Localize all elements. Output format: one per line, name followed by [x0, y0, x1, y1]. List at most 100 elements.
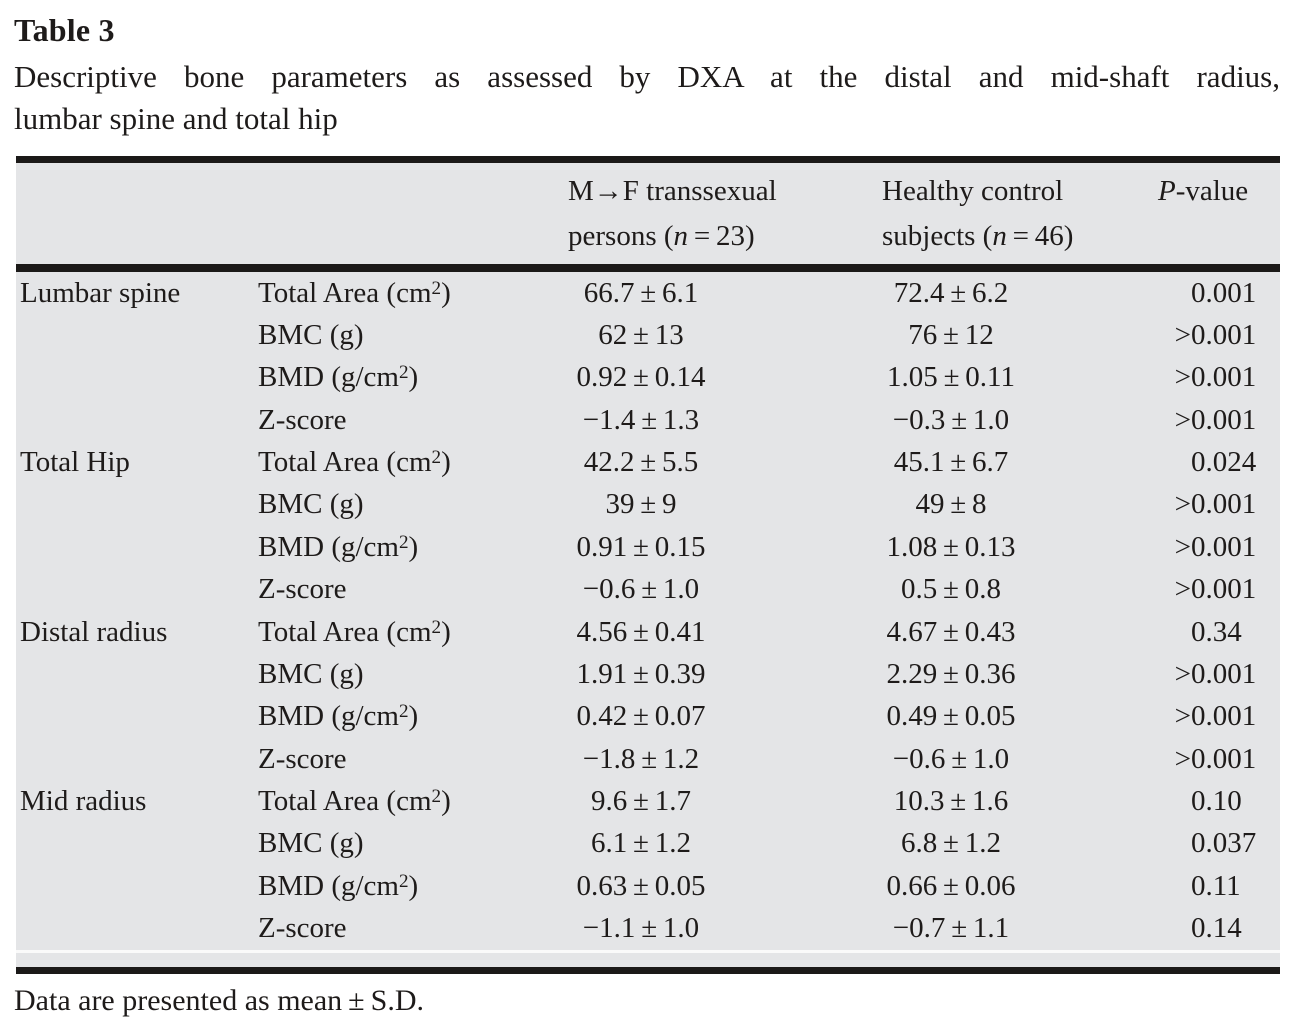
- control-value-cell: 1.08 ± 0.13: [866, 526, 1142, 568]
- transsexual-value: 1.91 ± 0.39: [576, 657, 706, 690]
- control-value-cell: 0.5 ± 0.8: [866, 569, 1142, 611]
- parameter-cell: BMD (g/cm2): [258, 696, 556, 738]
- parameter-cell: Total Area (cm2): [258, 780, 556, 822]
- p-value-cell: <0.001: [1174, 319, 1257, 352]
- table-row: BMD (g/cm2) 0.92 ± 0.14 1.05 ± 0.11 <0.0…: [16, 357, 1280, 399]
- caption-line-1: Descriptive bone parameters as assessed …: [14, 59, 1280, 94]
- transsexual-value-cell: 42.2 ± 5.5: [556, 441, 866, 483]
- p-value: 0.001: [1191, 742, 1257, 775]
- control-value: 1.05 ± 0.11: [887, 361, 1015, 394]
- p-value: 0.14: [1191, 912, 1242, 945]
- table-row: BMC (g) 62 ± 13 76 ± 12 <0.001: [16, 314, 1280, 356]
- p-value-cell: <0.001: [1174, 700, 1257, 733]
- control-value-cell: 49 ± 8: [866, 484, 1142, 526]
- header-control-group-cell: Healthy control subjects (n = 46): [866, 163, 1142, 264]
- table-row: BMD (g/cm2) 0.42 ± 0.07 0.49 ± 0.05 <0.0…: [16, 696, 1280, 738]
- table-row: BMC (g) 6.1 ± 1.2 6.8 ± 1.2 0.037: [16, 823, 1280, 865]
- parameter-text: BMC (g): [258, 827, 364, 860]
- transsexual-value: −1.1 ± 1.0: [582, 912, 700, 945]
- parameter-cell: BMC (g): [258, 653, 556, 695]
- transsexual-value-cell: 0.63 ± 0.05: [556, 865, 866, 907]
- table-row: Z-score −0.6 ± 1.0 0.5 ± 0.8 <0.001: [16, 569, 1280, 611]
- parameter-text-post: ): [408, 869, 419, 902]
- transsexual-value-cell: 1.91 ± 0.39: [556, 653, 866, 695]
- header-p-symbol: P: [1158, 175, 1176, 207]
- parameter-cell: BMD (g/cm2): [258, 865, 556, 907]
- p-value-cell: <0.001: [1174, 361, 1257, 394]
- p-value-cell: <0.001: [1174, 530, 1257, 563]
- transsexual-value: 0.92 ± 0.14: [576, 361, 706, 394]
- p-value: 0.10: [1191, 784, 1242, 817]
- control-value-cell: 2.29 ± 0.36: [866, 653, 1142, 695]
- region-cell: Mid radius: [20, 784, 147, 817]
- parameter-text-post: ): [441, 276, 451, 309]
- control-value-cell: 4.67 ± 0.43: [866, 611, 1142, 653]
- transsexual-value-cell: −1.1 ± 1.0: [556, 907, 866, 949]
- p-value: 0.11: [1191, 869, 1241, 902]
- p-value-cell: 0.11: [1142, 865, 1280, 907]
- parameter-text: BMD (g/cm: [258, 530, 399, 563]
- p-value-cell: 0.001: [1142, 272, 1280, 314]
- table-row: Z-score −1.8 ± 1.2 −0.6 ± 1.0 <0.001: [16, 738, 1280, 780]
- table-row: Total Hip Total Area (cm2) 42.2 ± 5.5 45…: [16, 441, 1280, 483]
- control-value-cell: 72.4 ± 6.2: [866, 272, 1142, 314]
- control-value: 0.66 ± 0.06: [886, 869, 1016, 902]
- region-cell: [16, 738, 258, 780]
- control-value: 0.5 ± 0.8: [900, 573, 1002, 606]
- transsexual-value-cell: 39 ± 9: [556, 484, 866, 526]
- table-body: Lumbar spine Total Area (cm2) 66.7 ± 6.1…: [16, 272, 1280, 950]
- caption-line-2: lumbar spine and total hip: [14, 101, 338, 136]
- parameter-cell: Total Area (cm2): [258, 272, 556, 314]
- region-cell: [16, 526, 258, 568]
- transsexual-value-cell: −0.6 ± 1.0: [556, 569, 866, 611]
- parameter-superscript: 2: [398, 701, 409, 723]
- control-value: 4.67 ± 0.43: [886, 615, 1016, 648]
- control-value-cell: 10.3 ± 1.6: [866, 780, 1142, 822]
- p-value: 0.001: [1191, 319, 1257, 352]
- transsexual-value: 62 ± 13: [598, 319, 684, 352]
- parameter-superscript: 2: [431, 277, 442, 299]
- transsexual-value: 66.7 ± 6.1: [583, 276, 699, 309]
- p-value-cell: <0.001: [1174, 573, 1257, 606]
- parameter-text: Z-score: [258, 912, 347, 945]
- parameter-superscript: 2: [398, 362, 409, 384]
- parameter-text-post: ): [441, 446, 451, 479]
- parameter-text: BMD (g/cm: [258, 869, 399, 902]
- parameter-text: BMC (g): [258, 657, 364, 690]
- parameter-text: Z-score: [258, 742, 347, 775]
- p-value: 0.001: [1191, 657, 1257, 690]
- control-value-cell: 0.66 ± 0.06: [866, 865, 1142, 907]
- control-value: 45.1 ± 6.7: [893, 446, 1009, 479]
- parameter-text: Z-score: [258, 403, 347, 436]
- parameter-cell: Total Area (cm2): [258, 611, 556, 653]
- region-cell: Distal radius: [20, 615, 168, 648]
- transsexual-value-cell: 0.42 ± 0.07: [556, 696, 866, 738]
- transsexual-value: 0.42 ± 0.07: [576, 700, 706, 733]
- parameter-cell: BMC (g): [258, 823, 556, 865]
- transsexual-value-cell: 6.1 ± 1.2: [556, 823, 866, 865]
- region-cell: [16, 484, 258, 526]
- region-cell: [16, 399, 258, 441]
- header-control-line-2: subjects (n = 46): [882, 214, 1142, 259]
- data-table: M→F transsexual persons (n = 23) Healthy…: [16, 156, 1280, 974]
- parameter-text: BMC (g): [258, 319, 364, 352]
- table-row: Lumbar spine Total Area (cm2) 66.7 ± 6.1…: [16, 272, 1280, 314]
- p-value-cell: <0.001: [1174, 657, 1257, 690]
- parameter-superscript: 2: [431, 616, 442, 638]
- transsexual-value: 9.6 ± 1.7: [590, 784, 692, 817]
- region-cell: Lumbar spine: [20, 276, 181, 309]
- p-value: 0.001: [1191, 361, 1257, 394]
- control-value-cell: 1.05 ± 0.11: [866, 357, 1142, 399]
- region-cell: [16, 907, 258, 949]
- parameter-text: Total Area (cm: [258, 784, 432, 817]
- transsexual-value-cell: 0.91 ± 0.15: [556, 526, 866, 568]
- p-value-cell: 0.037: [1142, 823, 1280, 865]
- region-cell: [16, 653, 258, 695]
- control-value: 10.3 ± 1.6: [893, 784, 1009, 817]
- parameter-cell: Z-score: [258, 907, 556, 949]
- table-row: Z-score −1.1 ± 1.0 −0.7 ± 1.1 0.14: [16, 907, 1280, 949]
- p-value-cell: 0.14: [1142, 907, 1280, 949]
- control-value: −0.7 ± 1.1: [892, 912, 1010, 945]
- control-value-cell: −0.3 ± 1.0: [866, 399, 1142, 441]
- header-parameter-cell: [258, 163, 556, 264]
